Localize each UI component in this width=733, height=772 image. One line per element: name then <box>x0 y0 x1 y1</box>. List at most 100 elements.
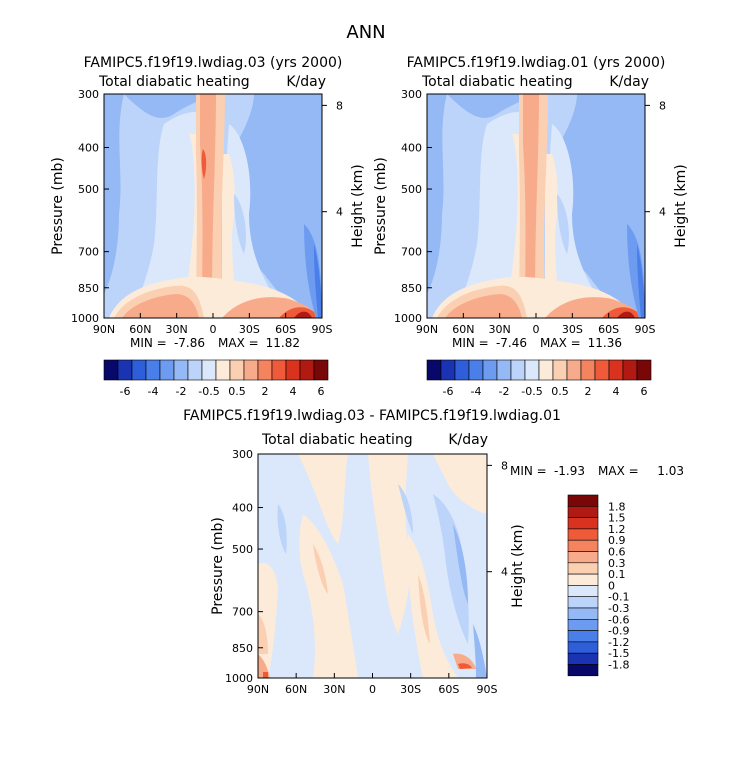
x-tick-label: 0 <box>369 683 376 696</box>
colorbar-label: -1.2 <box>608 636 629 649</box>
colorbar-box <box>117 359 133 381</box>
colorbar-box <box>567 573 599 586</box>
colorbar-box <box>145 359 161 381</box>
panel-1: FAMIPC5.f19f19.lwdiag.03 (yrs 2000) Tota… <box>50 55 366 398</box>
x-tick-label: 0 <box>210 323 217 336</box>
colorbar-box <box>608 359 624 381</box>
panel-1-min-value: -7.86 <box>174 336 205 350</box>
panel-2-max-label: MAX = <box>540 336 581 350</box>
colorbar-box <box>257 359 273 381</box>
panel-2-left-string: Total diabatic heating <box>421 74 573 90</box>
panel-3-units: K/day <box>448 432 488 448</box>
x-tick-label: 90N <box>416 323 438 336</box>
panel-1-left-string: Total diabatic heating <box>98 74 250 90</box>
colorbar-label: -0.6 <box>608 613 629 626</box>
x-tick-label: 60N <box>452 323 474 336</box>
colorbar-box <box>454 359 470 381</box>
colorbar-box <box>299 359 315 381</box>
panel-2-units: K/day <box>609 74 649 90</box>
colorbar-label: 0.3 <box>608 557 626 570</box>
colorbar-box <box>622 359 638 381</box>
colorbar-label: -4 <box>148 385 159 398</box>
page-title: ANN <box>346 22 385 43</box>
y-right-tick-label: 4 <box>659 206 666 219</box>
panel-2-colorbar: -6 -4 -2 -0.5 0.5 2 4 6 <box>426 359 652 398</box>
colorbar-box <box>636 359 652 381</box>
colorbar-label: 0.6 <box>608 546 626 559</box>
colorbar-box <box>567 664 599 677</box>
y-tick-label: 700 <box>78 246 99 259</box>
colorbar-label: 4 <box>290 385 297 398</box>
y-tick-label: 300 <box>78 88 99 101</box>
colorbar-label: 0 <box>608 579 615 592</box>
colorbar-box <box>440 359 456 381</box>
panel-1-x-ticks: 90N 60N 30N 0 30S 60S 90S <box>93 313 333 336</box>
colorbar-label: -0.5 <box>198 385 219 398</box>
colorbar-label: 1.2 <box>608 523 626 536</box>
y-tick-label: 500 <box>401 183 422 196</box>
panel-1-max-label: MAX = <box>218 336 259 350</box>
panel-2-max-value: 11.36 <box>588 336 622 350</box>
panel-3-min-value: -1.93 <box>554 464 585 478</box>
colorbar-label: -1.5 <box>608 647 629 660</box>
colorbar-label: -2 <box>176 385 187 398</box>
colorbar-box <box>567 506 599 518</box>
colorbar-box <box>567 585 599 598</box>
y-tick-label: 700 <box>401 246 422 259</box>
panel-2-x-ticks: 90N 60N 30N 0 30S 60S 90S <box>416 313 656 336</box>
colorbar-box <box>243 359 259 381</box>
y-tick-label: 1000 <box>71 312 99 325</box>
panel-3-left-string: Total diabatic heating <box>261 432 413 448</box>
colorbar-label: 0.5 <box>551 385 569 398</box>
panel-1-ylabel: Pressure (mb) <box>50 157 66 255</box>
colorbar-box <box>215 359 231 381</box>
colorbar-box <box>567 607 599 620</box>
x-tick-label: 90N <box>93 323 115 336</box>
colorbar-label: 0.9 <box>608 534 626 547</box>
colorbar-box <box>566 359 582 381</box>
panel-3-contours <box>258 454 487 678</box>
panel-2-ylabel-right: Height (km) <box>673 164 689 247</box>
panel-3-ylabel-right: Height (km) <box>510 524 526 607</box>
colorbar-box <box>159 359 175 381</box>
panel-1-min-label: MIN = <box>130 336 167 350</box>
colorbar-box <box>131 359 147 381</box>
colorbar-box <box>271 359 287 381</box>
colorbar-box <box>567 641 599 654</box>
y-tick-label: 500 <box>78 183 99 196</box>
y-tick-label: 850 <box>78 282 99 295</box>
panel-2-title: FAMIPC5.f19f19.lwdiag.01 (yrs 2000) <box>407 55 666 71</box>
x-tick-label: 30N <box>489 323 511 336</box>
colorbar-box <box>187 359 203 381</box>
y-tick-label: 1000 <box>225 672 253 685</box>
panel-3-colorbar: 1.81.51.20.90.60.30.10-0.1-0.3-0.6-0.9-1… <box>567 494 629 677</box>
colorbar-box <box>567 562 599 575</box>
colorbar-box <box>173 359 189 381</box>
panel-2-min-label: MIN = <box>452 336 489 350</box>
colorbar-box <box>496 359 512 381</box>
y-right-tick-label: 4 <box>501 566 508 579</box>
panel-1-colorbar: -6 -4 -2 -0.5 0.5 2 4 6 <box>103 359 329 398</box>
colorbar-label: -6 <box>120 385 131 398</box>
colorbar-box <box>482 359 498 381</box>
y-right-tick-label: 8 <box>659 99 666 112</box>
x-tick-label: 30S <box>239 323 260 336</box>
panel-1-y-ticks: 300 400 500 700 850 1000 8 4 <box>71 88 343 325</box>
colorbar-label: -6 <box>443 385 454 398</box>
x-tick-label: 60S <box>438 683 459 696</box>
x-tick-label: 60N <box>129 323 151 336</box>
colorbar-box <box>285 359 301 381</box>
colorbar-box <box>567 630 599 643</box>
colorbar-label: -0.3 <box>608 602 629 615</box>
colorbar-box <box>229 359 245 381</box>
y-tick-label: 500 <box>232 543 253 556</box>
x-tick-label: 0 <box>533 323 540 336</box>
panel-3-max-label: MAX = <box>598 464 639 478</box>
panel-2-contours <box>427 94 645 318</box>
panel-1-ylabel-right: Height (km) <box>350 164 366 247</box>
panel-3-plot: 90N 60N 30N 0 30S 60S 90S 300 400 500 700 850 1000 8… <box>225 448 508 696</box>
colorbar-label: -0.9 <box>608 625 629 638</box>
colorbar-box <box>201 359 217 381</box>
y-right-tick-label: 4 <box>336 206 343 219</box>
